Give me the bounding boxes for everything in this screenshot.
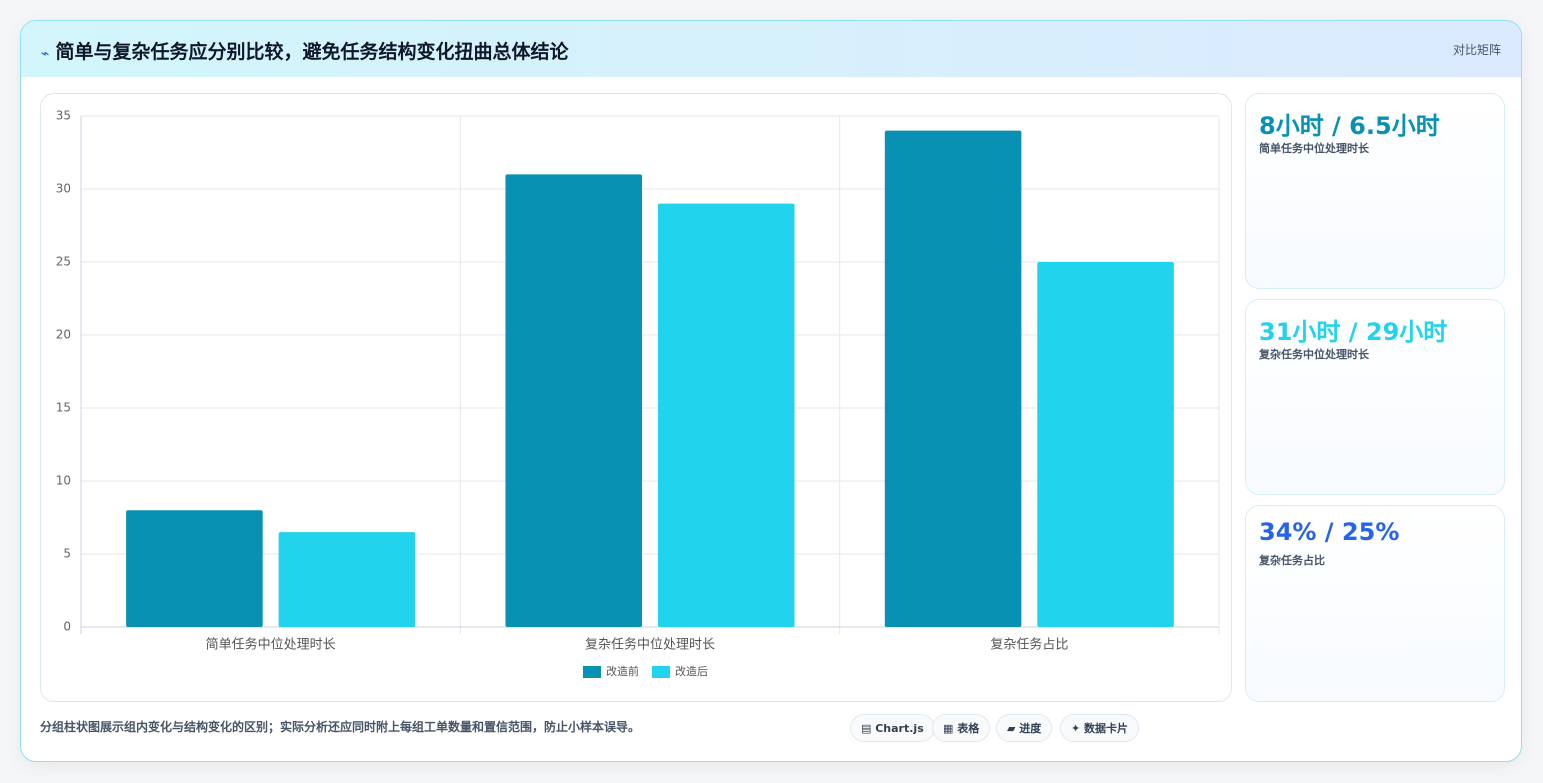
stat-label: 复杂任务中位处理时长 — [1259, 348, 1369, 361]
footer-note: 分组柱状图展示组内变化与结构变化的区别；实际分析还应同时附上每组工单数量和置信范… — [40, 720, 641, 734]
chip-label: Chart.js — [875, 722, 924, 735]
x-tick-label: 复杂任务占比 — [990, 637, 1068, 653]
chip-icon: ✦ — [1071, 722, 1085, 735]
chip[interactable]: ▦ 表格 — [932, 714, 991, 742]
header: ⌁ 简单与复杂任务应分别比较，避免任务结构变化扭曲总体结论 对比矩阵 — [21, 21, 1521, 77]
main-card: ⌁ 简单与复杂任务应分别比较，避免任务结构变化扭曲总体结论 对比矩阵 0 5 10 15… — [20, 20, 1522, 762]
chip[interactable]: ▤ Chart.js — [850, 714, 935, 742]
chip-label: 进度 — [1019, 722, 1042, 735]
chip-icon: ▤ — [861, 722, 876, 735]
chip-label: 表格 — [957, 722, 980, 735]
chip[interactable]: ✦ 数据卡片 — [1060, 714, 1140, 742]
legend-label: 改造后 — [675, 664, 708, 678]
badge: 对比矩阵 — [1452, 43, 1501, 57]
y-tick-label: 5 — [63, 547, 71, 561]
x-tick-label: 复杂任务中位处理时长 — [585, 637, 715, 653]
stat-card: 31小时 / 29小时复杂任务中位处理时长 — [1245, 299, 1505, 495]
bar — [657, 203, 795, 627]
y-tick-label: 25 — [56, 255, 71, 269]
stat-value: 31小时 / 29小时 — [1259, 318, 1448, 346]
y-tick-label: 15 — [56, 401, 71, 415]
bar — [884, 130, 1022, 627]
legend-swatch — [583, 666, 601, 678]
stat-card: 8小时 / 6.5小时简单任务中位处理时长 — [1245, 93, 1505, 289]
y-tick-label: 10 — [56, 474, 71, 488]
title-icon: ⌁ — [41, 46, 50, 62]
chip[interactable]: ▰ 进度 — [996, 714, 1053, 742]
chip-label: 数据卡片 — [1084, 722, 1129, 735]
y-tick-label: 20 — [56, 328, 71, 342]
bar — [1037, 262, 1174, 627]
y-tick-label: 30 — [56, 182, 71, 196]
title-text: 简单与复杂任务应分别比较，避免任务结构变化扭曲总体结论 — [55, 41, 569, 63]
stat-value: 8小时 / 6.5小时 — [1259, 112, 1440, 140]
chart: 0 5 10 15 20 25 30 35 简单任务中位处理时长 复杂任务中位处理时长 复杂任务占比… — [56, 109, 1220, 678]
bar — [126, 510, 263, 627]
chip-icon: ▦ — [943, 722, 958, 735]
y-tick-label: 0 — [63, 620, 71, 634]
bar — [278, 532, 416, 627]
title: ⌁ 简单与复杂任务应分别比较，避免任务结构变化扭曲总体结论 — [41, 37, 568, 64]
legend-swatch — [652, 666, 670, 678]
bar — [505, 174, 643, 627]
stat-value: 34% / 25% — [1259, 518, 1400, 546]
stat-label: 复杂任务占比 — [1259, 554, 1325, 567]
chart-panel: 0 5 10 15 20 25 30 35 简单任务中位处理时长 复杂任务中位处理时长 复杂任务占比… — [40, 93, 1232, 702]
y-tick-label: 35 — [56, 109, 71, 123]
x-tick-label: 简单任务中位处理时长 — [206, 637, 336, 653]
stat-label: 简单任务中位处理时长 — [1259, 142, 1369, 155]
legend-label: 改造前 — [606, 664, 639, 678]
chip-icon: ▰ — [1007, 722, 1020, 735]
stat-card: 34% / 25% 复杂任务占比 — [1245, 505, 1505, 702]
